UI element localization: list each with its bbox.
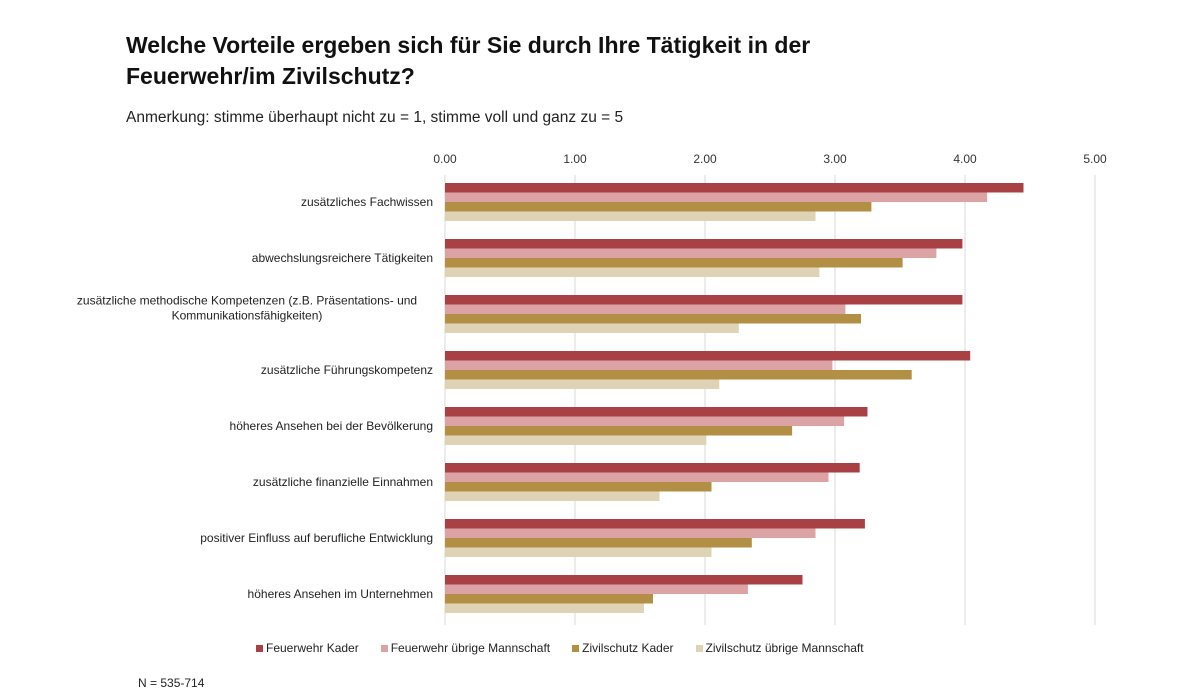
bar <box>445 575 803 585</box>
category-label: höheres Ansehen bei der Bevölkerung <box>230 419 433 433</box>
bar <box>445 295 963 305</box>
chart-title-line-1: Welche Vorteile ergeben sich für Sie dur… <box>126 32 811 58</box>
x-tick-label: 5.00 <box>1083 152 1107 166</box>
bar <box>445 435 707 445</box>
bar <box>445 426 793 436</box>
legend-label: Zivilschutz übrige Mannschaft <box>705 641 864 655</box>
chart-subtitle: Anmerkung: stimme überhaupt nicht zu = 1… <box>126 109 624 126</box>
legend-label: Feuerwehr Kader <box>266 641 359 655</box>
bar <box>445 547 712 557</box>
legend-swatch <box>256 644 263 652</box>
category-label: höheres Ansehen im Unternehmen <box>248 587 433 601</box>
legend-label: Feuerwehr übrige Mannschaft <box>390 641 551 655</box>
bar <box>445 472 829 482</box>
bar <box>445 407 868 417</box>
bar <box>445 304 846 314</box>
category-label: positiver Einfluss auf berufliche Entwic… <box>200 531 433 545</box>
category-label: Kommunikationsfähigkeiten) <box>172 309 323 323</box>
x-tick-label: 4.00 <box>953 152 977 166</box>
legend-item: Zivilschutz Kader <box>572 641 674 655</box>
bar <box>445 463 860 473</box>
category-label: zusätzliches Fachwissen <box>301 195 433 209</box>
chart-legend: Feuerwehr Kader Feuerwehr übrige Mannscha… <box>256 641 864 655</box>
legend-label: Zivilschutz Kader <box>582 641 674 655</box>
bar <box>445 267 820 277</box>
x-tick-label: 1.00 <box>563 152 587 166</box>
chart-title: Welche Vorteile ergeben sich für Sie dur… <box>126 30 1026 92</box>
legend-item: Zivilschutz übrige Mannschaft <box>695 641 864 655</box>
bar <box>445 239 963 249</box>
bar <box>445 538 752 548</box>
legend-swatch <box>380 644 388 652</box>
bar <box>445 370 912 380</box>
bar <box>445 482 712 492</box>
bar <box>445 323 739 333</box>
bar <box>445 211 816 221</box>
bar <box>445 351 971 361</box>
x-tick-label: 3.00 <box>823 152 847 166</box>
category-label: zusätzliche methodische Kompetenzen (z.B… <box>77 294 417 308</box>
legend-item: Feuerwehr übrige Mannschaft <box>380 641 551 655</box>
bar <box>445 584 748 594</box>
bar <box>445 314 861 324</box>
bar <box>445 248 937 258</box>
bar <box>445 528 816 538</box>
bar <box>445 379 720 389</box>
x-tick-label: 0.00 <box>433 152 457 166</box>
bar <box>445 603 644 613</box>
bar <box>445 258 903 268</box>
legend-swatch <box>572 644 580 652</box>
bar <box>445 192 988 202</box>
bar <box>445 416 845 426</box>
bar <box>445 594 653 604</box>
sample-size-footnote: N = 535-714 <box>138 676 205 690</box>
bar <box>445 183 1024 193</box>
bar <box>445 491 660 501</box>
chart-title-line-2: Feuerwehr/im Zivilschutz? <box>126 63 415 89</box>
x-tick-label: 2.00 <box>693 152 717 166</box>
category-label: zusätzliche finanzielle Einnahmen <box>253 475 433 489</box>
legend-swatch <box>695 644 703 652</box>
bar <box>445 202 872 212</box>
category-label: abwechslungsreichere Tätigkeiten <box>252 251 433 265</box>
category-label: zusätzliche Führungskompetenz <box>261 363 433 377</box>
bar <box>445 360 833 370</box>
bar <box>445 519 865 529</box>
legend-item: Feuerwehr Kader <box>256 641 359 655</box>
